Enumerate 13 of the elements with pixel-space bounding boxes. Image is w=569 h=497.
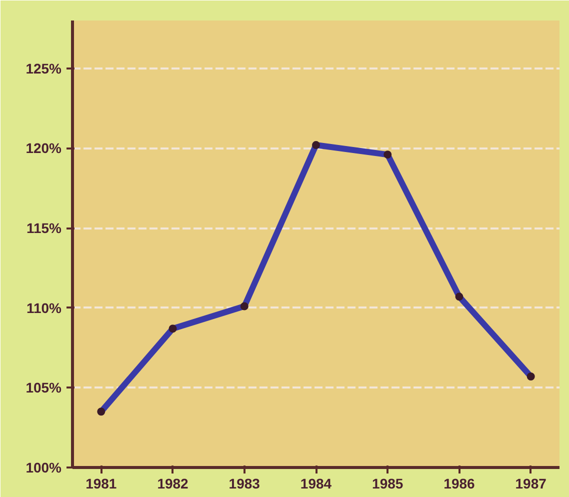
- y-tick-label: 115%: [26, 220, 62, 236]
- y-tick-label: 125%: [26, 60, 62, 76]
- x-tick-label: 1987: [515, 476, 547, 492]
- x-tick-label: 1983: [228, 476, 260, 492]
- x-tick-label: 1984: [300, 476, 332, 492]
- x-tick-label: 1986: [444, 476, 476, 492]
- x-tick-label: 1982: [157, 476, 189, 492]
- y-tick-label: 100%: [26, 460, 62, 476]
- y-tick-label: 120%: [26, 140, 62, 156]
- x-tick-label: 1985: [372, 476, 404, 492]
- x-tick-label: 1981: [86, 476, 117, 492]
- y-tick-label: 110%: [26, 300, 62, 316]
- y-tick-label: 105%: [26, 380, 62, 396]
